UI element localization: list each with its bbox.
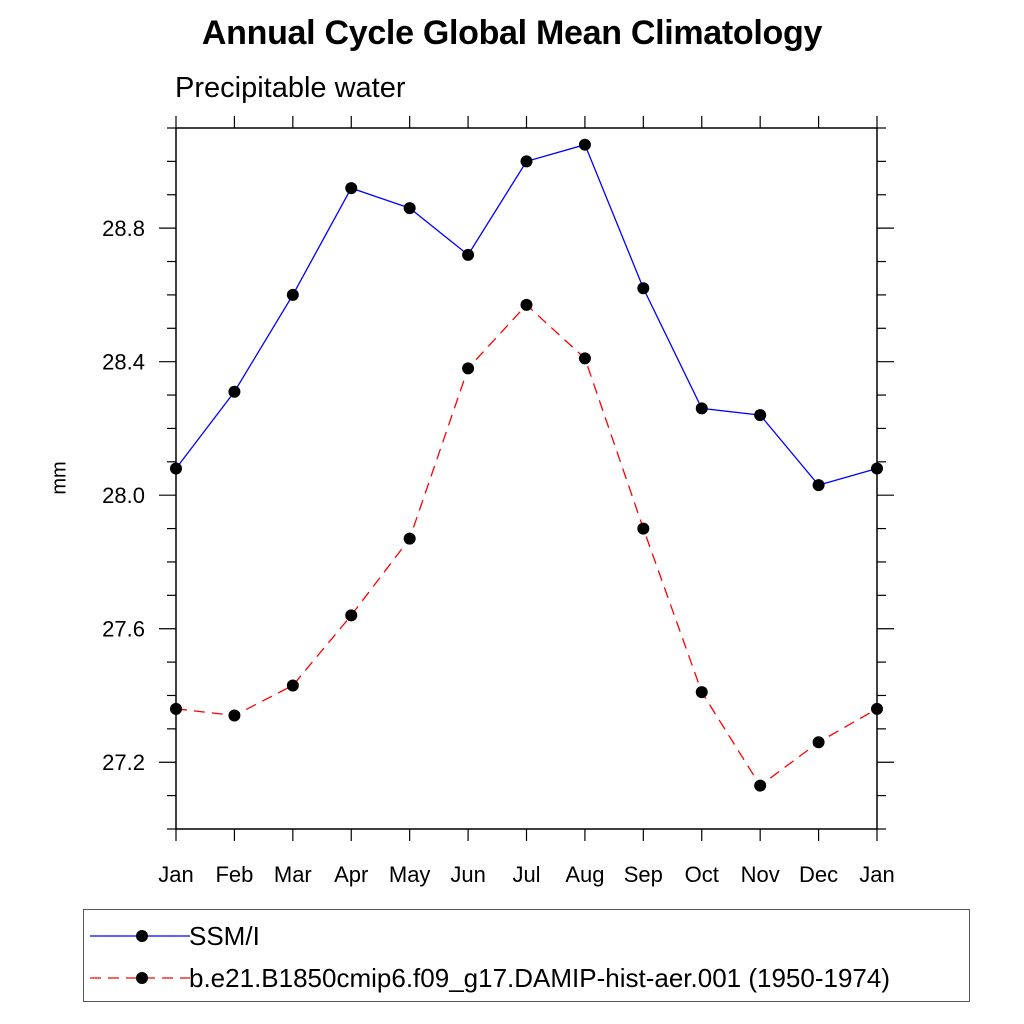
x-tick-label: Jun: [450, 862, 485, 887]
x-tick-labels: Jan Feb Mar Apr May Jun Jul Aug Sep Oct Nov Dec Jan: [158, 862, 894, 887]
data-point-series-0: [754, 409, 767, 422]
x-tick-label: Jan: [158, 862, 193, 887]
x-tick-label: Aug: [565, 862, 604, 887]
chart-title: Annual Cycle Global Mean Climatology: [201, 14, 823, 52]
legend-label-model: b.e21.B1850cmip6.f09_g17.DAMIP-hist-aer.…: [189, 963, 890, 993]
y-tick-label: 28.8: [102, 216, 145, 241]
x-tick-label: Jan: [859, 862, 894, 887]
x-tick-label: May: [389, 862, 431, 887]
data-point-series-1: [403, 532, 416, 545]
plot-frame: [175, 127, 878, 830]
data-point-series-0: [403, 202, 416, 215]
data-point-series-0: [578, 138, 591, 151]
y-tick-label: 28.0: [102, 483, 145, 508]
legend-item-model: b.e21.B1850cmip6.f09_g17.DAMIP-hist-aer.…: [84, 957, 969, 997]
y-tick-label: 27.2: [102, 750, 145, 775]
tick-marks: [159, 116, 894, 841]
x-tick-label: Feb: [215, 862, 253, 887]
data-point-series-1: [578, 352, 591, 365]
data-series: [170, 138, 883, 792]
data-point-series-1: [520, 298, 533, 311]
data-point-series-1: [637, 522, 650, 535]
x-tick-label: Sep: [624, 862, 663, 887]
data-point-series-1: [754, 779, 767, 792]
data-point-series-0: [462, 248, 475, 261]
y-tick-label: 27.6: [102, 617, 145, 642]
data-point-series-0: [520, 155, 533, 168]
data-point-series-1: [462, 362, 475, 375]
data-point-series-0: [228, 385, 241, 398]
series-line-1: [175, 304, 878, 787]
chart-subtitle: Precipitable water: [175, 72, 406, 104]
x-tick-label: Oct: [685, 862, 719, 887]
data-point-series-0: [812, 479, 825, 492]
data-point-series-1: [695, 686, 708, 699]
data-point-series-0: [286, 288, 299, 301]
data-point-series-1: [228, 709, 241, 722]
y-tick-label: 28.4: [102, 350, 145, 375]
legend: SSM/I b.e21.B1850cmip6.f09_g17.DAMIP-his…: [83, 909, 970, 1002]
legend-item-ssmi: SSM/I: [84, 915, 969, 955]
legend-label-ssmi: SSM/I: [189, 921, 260, 951]
data-point-series-0: [637, 282, 650, 295]
x-tick-label: Nov: [741, 862, 780, 887]
data-point-series-0: [695, 402, 708, 415]
x-tick-label: Jul: [512, 862, 540, 887]
y-tick-labels: 27.2 27.6 28.0 28.4 28.8: [102, 216, 145, 775]
data-point-series-1: [286, 679, 299, 692]
legend-swatch-model: [90, 972, 190, 984]
legend-swatch-ssmi: [90, 930, 190, 942]
data-point-series-0: [345, 182, 358, 195]
x-tick-label: Dec: [799, 862, 838, 887]
x-tick-label: Apr: [334, 862, 368, 887]
data-point-series-1: [345, 609, 358, 622]
data-point-series-1: [812, 736, 825, 749]
series-line-0: [175, 143, 878, 486]
x-tick-label: Mar: [274, 862, 312, 887]
